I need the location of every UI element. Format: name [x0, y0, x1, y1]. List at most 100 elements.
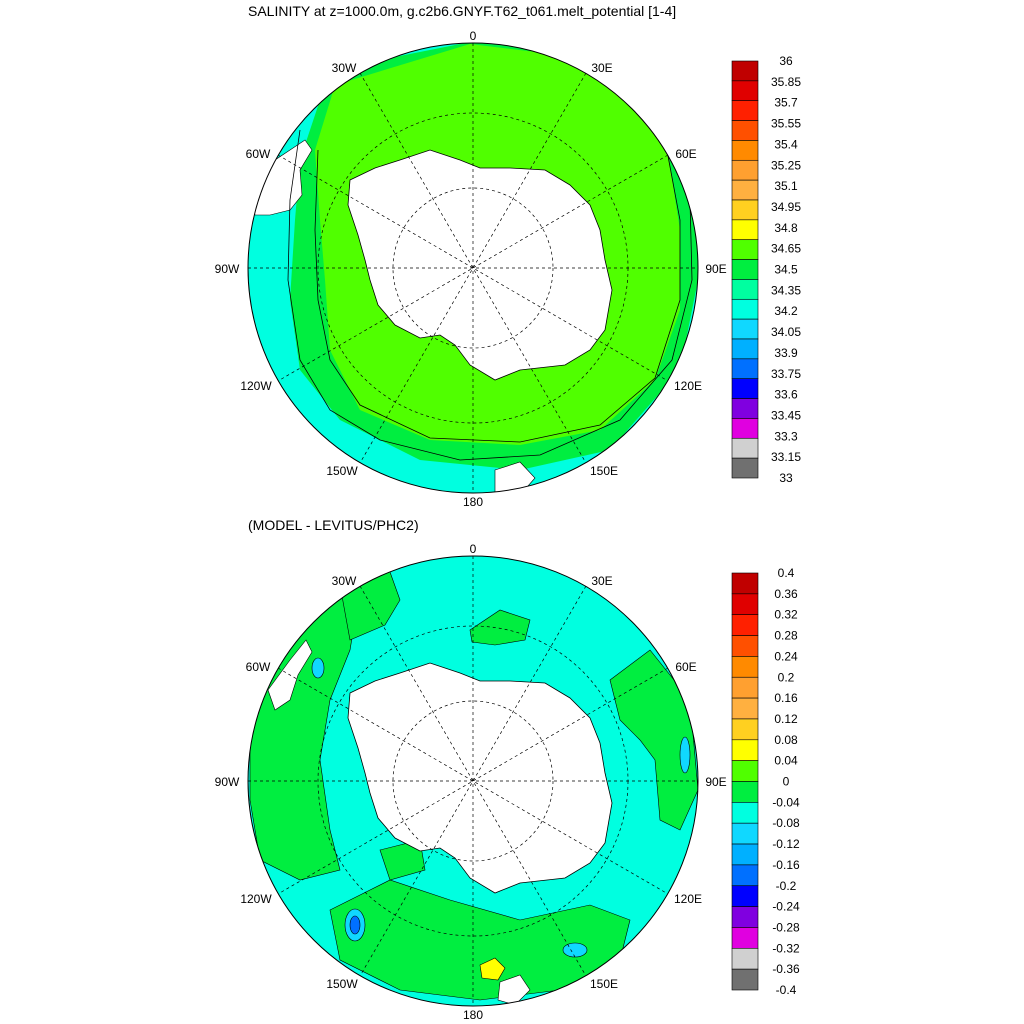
top-colorbar-segment [731, 159, 759, 181]
top-colorbar-label: 34.05 [771, 325, 801, 339]
bottom-colorbar-segment [731, 927, 759, 949]
top-colorbar-segment [731, 418, 759, 439]
bottom-map-border [247, 555, 699, 1007]
top-lon-180: 180 [463, 495, 483, 509]
top-colorbar-label: 34.95 [771, 200, 801, 214]
bottom-lon-0: 0 [470, 542, 477, 556]
top-lon-120w: 120W [240, 379, 272, 393]
top-lon-60w: 60W [246, 147, 271, 161]
top-colorbar-segment [731, 60, 759, 82]
bottom-lon-120w: 120W [240, 892, 272, 906]
bottom-lon-150e: 150E [590, 977, 618, 991]
bottom-anomaly-blue-4 [679, 736, 691, 774]
bottom-colorbar-segment [731, 843, 759, 866]
top-colorbar-label: 35.85 [771, 75, 801, 89]
top-colorbar-segment [731, 239, 759, 260]
bottom-colorbar-segment [731, 885, 759, 907]
top-colorbar: 36 35.85 35.7 35.55 35.4 35.25 35.1 34.95 34.8 34… [731, 54, 801, 485]
bottom-green-east [609, 649, 698, 831]
bottom-colorbar-label: -0.28 [772, 920, 800, 934]
bottom-colorbar-label: 0.4 [778, 566, 795, 580]
bottom-lon-60e: 60E [675, 660, 696, 674]
bottom-lon-180: 180 [463, 1008, 483, 1022]
top-colorbar-segment [731, 219, 759, 241]
bottom-colorbar-segment [731, 739, 759, 761]
bottom-colorbar-label: 0.36 [774, 587, 798, 601]
top-colorbar-segment [731, 358, 759, 380]
top-colorbar-label: 35.1 [774, 179, 798, 193]
top-colorbar-segment [731, 457, 759, 479]
bottom-colorbar-segment [731, 822, 759, 845]
bottom-colorbar-label: 0.08 [774, 733, 798, 747]
top-contour-inner [314, 139, 681, 443]
top-lon-150e: 150E [590, 464, 618, 478]
bottom-anomaly-blue-3 [562, 942, 588, 958]
bottom-colorbar-segment [731, 614, 759, 636]
top-contour-outer [287, 129, 693, 461]
bottom-colorbar-segment [731, 572, 759, 595]
bottom-lon-120e: 120E [674, 892, 702, 906]
top-colorbar-segment [731, 120, 759, 141]
top-lon-60e: 60E [675, 147, 696, 161]
bottom-colorbar-segment [731, 864, 759, 887]
bottom-colorbar-segment [731, 697, 759, 720]
bottom-colorbar-segment [731, 947, 759, 970]
top-colorbar-label: 33.45 [771, 408, 801, 422]
top-salinity-map: 0 30E 60E 90E 120E 150E 180 150W 120W 90… [215, 29, 727, 509]
bottom-green-northeast [469, 609, 531, 646]
bottom-colorbar-label: -0.16 [772, 858, 800, 872]
top-graticule [248, 43, 698, 493]
top-colorbar-segment [731, 338, 759, 360]
bottom-colorbar-segment [731, 802, 759, 824]
top-colorbar-segment [731, 298, 759, 320]
bottom-anomaly-yellow [479, 957, 506, 981]
top-colorbar-label: 35.25 [771, 158, 801, 172]
bottom-colorbar-label: -0.2 [776, 879, 797, 893]
bottom-colorbar-segment [731, 906, 759, 928]
bottom-colorbar-label: 0.24 [774, 649, 798, 663]
top-colorbar-label: 34.2 [774, 304, 798, 318]
bottom-lon-30w: 30W [332, 574, 357, 588]
bottom-colorbar-segment [731, 656, 759, 678]
top-colorbar-label: 34.8 [774, 221, 798, 235]
bottom-anomaly-blue-2 [349, 915, 361, 935]
top-colorbar-label: 34.5 [774, 263, 798, 277]
top-colorbar-label: 33.75 [771, 367, 801, 381]
top-colorbar-segment [731, 259, 759, 280]
bottom-lon-90w: 90W [215, 775, 240, 789]
top-colorbar-label: 33.3 [774, 429, 798, 443]
top-colorbar-segment [731, 378, 759, 399]
bottom-colorbar-segment [731, 781, 759, 803]
top-lon-150w: 150W [326, 464, 358, 478]
bottom-colorbar-label: -0.32 [772, 941, 800, 955]
bottom-anomaly-blue-5 [311, 657, 325, 679]
top-colorbar-segment [731, 80, 759, 102]
bottom-green-south [329, 879, 631, 1001]
top-lon-90w: 90W [215, 262, 240, 276]
top-map-title: SALINITY at z=1000.0m, g.c2b6.GNYF.T62_t… [248, 3, 677, 19]
top-lon-0: 0 [470, 29, 477, 43]
bottom-lon-150w: 150W [326, 977, 358, 991]
bottom-colorbar-label: 0.28 [774, 629, 798, 643]
bottom-colorbar-label: -0.4 [776, 983, 797, 997]
bottom-colorbar-segment [731, 635, 759, 657]
bottom-lon-60w: 60W [246, 660, 271, 674]
top-south-america [249, 139, 313, 216]
top-colorbar-label: 36 [779, 54, 793, 68]
top-colorbar-label: 34.65 [771, 242, 801, 256]
top-colorbar-segment [731, 100, 759, 121]
top-colorbar-segment [731, 199, 759, 221]
top-colorbar-segment [731, 318, 759, 340]
top-colorbar-label: 34.35 [771, 283, 801, 297]
top-colorbar-segment [731, 140, 759, 161]
top-lon-30e: 30E [591, 61, 612, 75]
top-colorbar-label: 35.4 [774, 137, 798, 151]
bottom-colorbar-label: -0.04 [772, 795, 800, 809]
top-lon-90e: 90E [705, 262, 726, 276]
bottom-colorbar-label: 0.04 [774, 754, 798, 768]
top-colorbar-segment [731, 279, 759, 300]
bottom-map-title: (MODEL - LEVITUS/PHC2) [248, 517, 419, 533]
top-lon-120e: 120E [674, 379, 702, 393]
bottom-colorbar-segment [731, 676, 759, 699]
